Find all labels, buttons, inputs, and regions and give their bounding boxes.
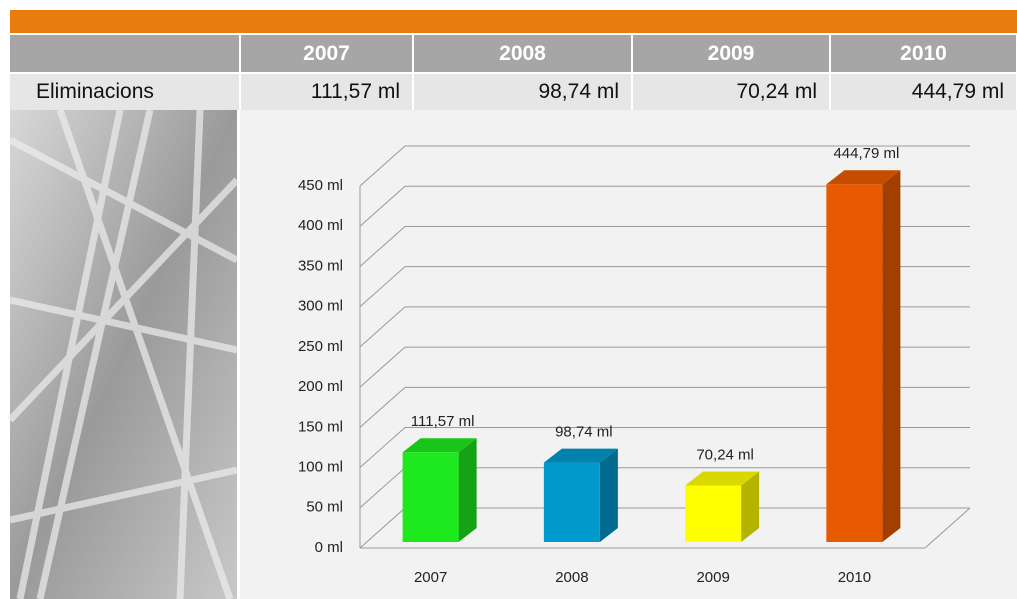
data-row: Eliminacions 111,57 ml 98,74 ml 70,24 ml…	[10, 73, 1017, 110]
bar-top	[826, 170, 900, 184]
cell: 444,79 ml	[830, 73, 1017, 110]
paper-strips	[10, 110, 237, 599]
x-tick-label: 2008	[555, 569, 588, 586]
header-cell: 2008	[413, 35, 632, 73]
bar-side	[600, 449, 618, 542]
grid-line	[360, 307, 970, 347]
bar	[826, 184, 882, 542]
cell: 70,24 ml	[632, 73, 830, 110]
floor-edge	[925, 508, 970, 548]
grid-line	[360, 226, 970, 266]
bar-top	[685, 471, 759, 485]
shredded-paper-photo	[10, 110, 237, 599]
page: 2007 2008 2009 2010 Eliminacions 111,57 …	[0, 0, 1017, 599]
bar-side	[459, 438, 477, 542]
bar	[685, 485, 741, 542]
value-label: 98,74 ml	[555, 424, 613, 441]
y-tick-label: 400 ml	[298, 217, 343, 234]
grid-line	[360, 387, 970, 427]
row-label: Eliminacions	[10, 73, 240, 110]
y-tick-label: 50 ml	[306, 499, 343, 516]
header-cell: 2010	[830, 35, 1017, 73]
grid-line	[360, 468, 970, 508]
bar-top	[403, 438, 477, 452]
grid-line	[360, 146, 970, 186]
chart-background	[240, 110, 1017, 599]
y-tick-label: 350 ml	[298, 257, 343, 274]
grid-line	[360, 428, 970, 468]
x-tick-label: 2007	[414, 569, 447, 586]
y-tick-label: 150 ml	[298, 418, 343, 435]
x-tick-label: 2009	[696, 569, 729, 586]
header-cell: 2007	[240, 35, 413, 73]
header-cell: 2009	[632, 35, 830, 73]
value-label: 70,24 ml	[696, 446, 754, 463]
bar-top	[544, 449, 618, 463]
y-tick-label: 0 ml	[315, 539, 343, 556]
grid-line	[360, 186, 970, 226]
cell: 98,74 ml	[413, 73, 632, 110]
header-band	[10, 10, 1017, 33]
y-tick-label: 100 ml	[298, 459, 343, 476]
header-row: 2007 2008 2009 2010	[10, 35, 1017, 73]
grid-line	[360, 508, 970, 548]
bar-side	[741, 471, 759, 542]
data-table: 2007 2008 2009 2010 Eliminacions 111,57 …	[10, 35, 1017, 110]
bar-side	[882, 170, 900, 542]
bar	[403, 452, 459, 542]
y-tick-label: 450 ml	[298, 177, 343, 194]
grid-line	[360, 347, 970, 387]
x-tick-label: 2010	[838, 569, 871, 586]
value-label: 444,79 ml	[833, 145, 899, 162]
header-cell	[10, 35, 240, 73]
y-tick-label: 250 ml	[298, 338, 343, 355]
cell: 111,57 ml	[240, 73, 413, 110]
grid-line	[360, 267, 970, 307]
bar	[544, 463, 600, 542]
y-tick-label: 300 ml	[298, 298, 343, 315]
y-tick-label: 200 ml	[298, 378, 343, 395]
value-label: 111,57 ml	[411, 413, 475, 430]
